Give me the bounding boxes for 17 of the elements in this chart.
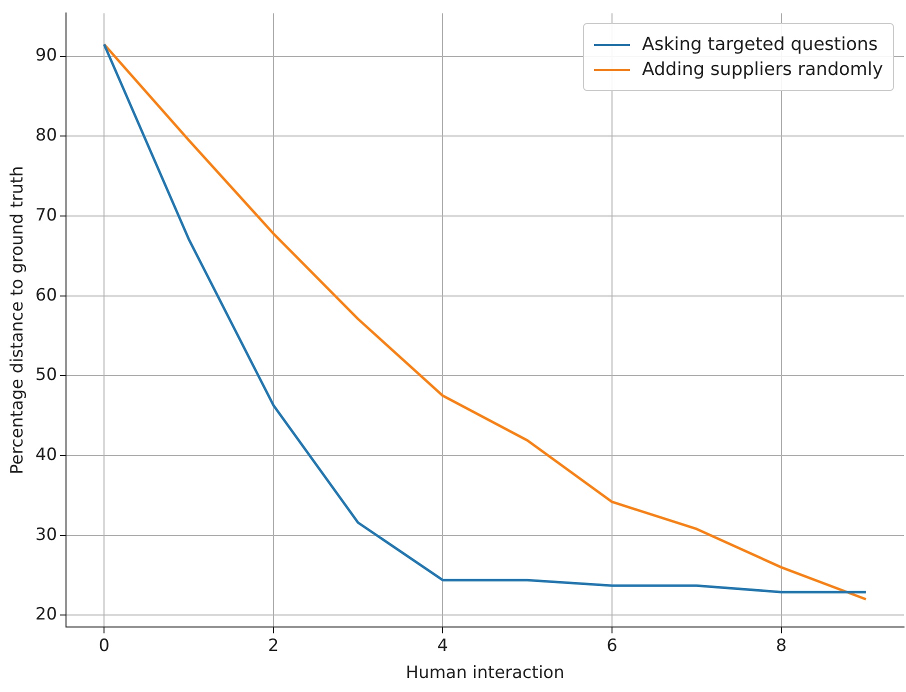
y-tick-label: 40 <box>35 444 58 465</box>
x-tick-label: 4 <box>437 636 448 656</box>
y-tick-label: 30 <box>35 524 58 545</box>
y-axis-title: Percentage distance to ground truth <box>8 166 28 474</box>
y-tick-label: 50 <box>35 365 58 386</box>
x-tick-label: 8 <box>776 636 787 656</box>
y-tick-label: 80 <box>35 126 58 146</box>
x-tick-label: 0 <box>98 636 110 656</box>
y-tick-label: 90 <box>35 46 58 66</box>
legend-label: Adding suppliers randomly <box>642 59 884 80</box>
x-tick-label: 6 <box>606 636 618 656</box>
x-tick-label: 2 <box>268 636 279 656</box>
legend-label: Asking targeted questions <box>642 34 878 56</box>
y-tick-label: 70 <box>35 205 58 226</box>
y-tick-label: 20 <box>35 604 58 625</box>
x-axis-title: Human interaction <box>406 663 564 684</box>
y-tick-label: 60 <box>35 285 58 306</box>
